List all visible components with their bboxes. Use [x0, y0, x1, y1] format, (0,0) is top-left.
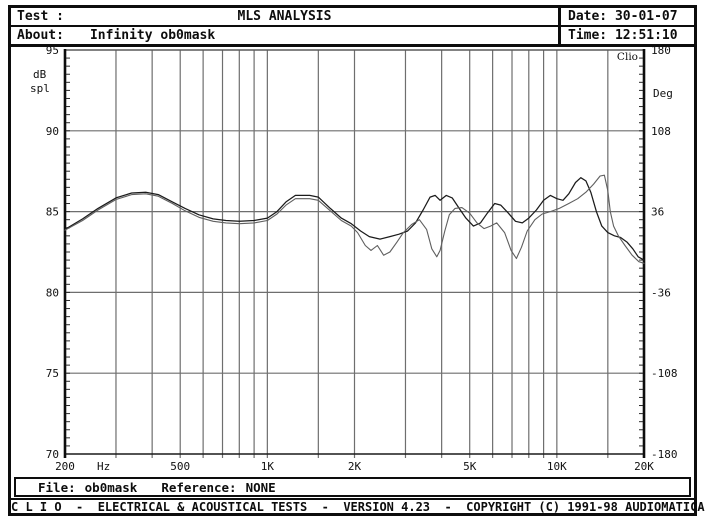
y-left-tick-label: 70 — [46, 448, 59, 461]
plot-region: 95 180 90 108 85 36 80 -36 75 -108 70 -180 dB spl Deg 2… — [11, 47, 694, 476]
header: Test : MLS ANALYSIS Date: 30-01-07 About… — [11, 8, 694, 47]
y-left-tick-label: 95 — [46, 47, 59, 57]
about-value: Infinity ob0mask — [89, 28, 216, 43]
time-label: Time: — [568, 28, 608, 43]
y-left-tick-label: 75 — [46, 367, 59, 380]
about-label: About: — [17, 28, 64, 43]
x-tick-label: 200 — [55, 460, 75, 473]
file-label: File: — [38, 479, 76, 495]
x-tick-label: 1K — [261, 460, 275, 473]
date-value: 30-01-07 — [614, 9, 678, 24]
reference-value: NONE — [245, 479, 276, 495]
header-row-test: Test : MLS ANALYSIS Date: 30-01-07 — [11, 8, 694, 27]
header-row-about: About: Infinity ob0mask Time: 12:51:10 — [11, 27, 694, 44]
y-right-tick-label: -36 — [651, 286, 671, 299]
y-left-axis-title: dB — [33, 68, 47, 81]
y-left-tick-label: 80 — [46, 286, 59, 299]
footer-banner: C L I O - ELECTRICAL & ACOUSTICAL TESTS … — [11, 498, 705, 514]
x-tick-label: 10K — [547, 460, 567, 473]
x-tick-label: 20K — [634, 460, 654, 473]
test-label: Test : — [17, 9, 64, 24]
x-tick-label: 5K — [463, 460, 477, 473]
y-right-tick-label: -180 — [651, 448, 678, 461]
file-bar: File: ob0mask Reference: NONE — [14, 477, 691, 497]
x-tick-label: 500 — [170, 460, 190, 473]
y-right-tick-label: 180 — [651, 47, 671, 57]
reference-label: Reference: — [161, 479, 237, 495]
y-left-axis-title: spl — [30, 82, 50, 95]
x-axis-unit: Hz — [97, 460, 110, 473]
y-right-tick-label: 108 — [651, 125, 671, 138]
date-label: Date: — [568, 9, 608, 24]
time-value: 12:51:10 — [614, 28, 678, 43]
y-right-tick-label: 36 — [651, 206, 664, 219]
curve-response-2 — [64, 174, 645, 264]
y-right-axis-title: Deg — [653, 87, 673, 100]
y-right-tick-label: -108 — [651, 367, 678, 380]
app-window: Test : MLS ANALYSIS Date: 30-01-07 About… — [8, 5, 705, 516]
y-left-tick-label: 85 — [46, 206, 59, 219]
file-value: ob0mask — [84, 479, 138, 495]
y-left-tick-label: 90 — [46, 125, 59, 138]
clio-watermark: Clio — [617, 51, 638, 63]
x-tick-label: 2K — [348, 460, 362, 473]
curve-response-1 — [64, 177, 645, 261]
